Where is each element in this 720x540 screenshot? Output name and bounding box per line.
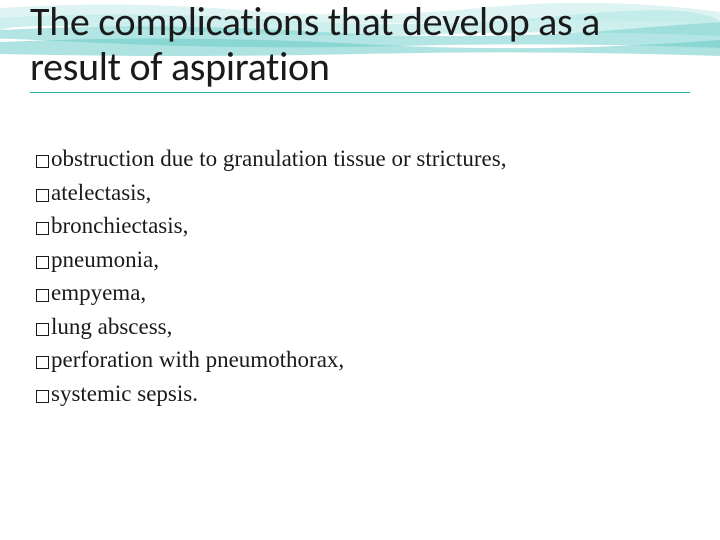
square-bullet-icon bbox=[36, 323, 49, 336]
list-item: obstruction due to granulation tissue or… bbox=[36, 142, 676, 176]
slide-title: The complications that develop as a resu… bbox=[30, 0, 690, 90]
list-item: empyema, bbox=[36, 276, 676, 310]
list-item: atelectasis, bbox=[36, 176, 676, 210]
list-item-text: bronchiectasis, bbox=[51, 209, 188, 243]
list-item: lung abscess, bbox=[36, 310, 676, 344]
square-bullet-icon bbox=[36, 155, 49, 168]
square-bullet-icon bbox=[36, 390, 49, 403]
list-item-text: empyema, bbox=[51, 276, 146, 310]
list-item: bronchiectasis, bbox=[36, 209, 676, 243]
list-item-text: lung abscess, bbox=[51, 310, 172, 344]
square-bullet-icon bbox=[36, 256, 49, 269]
list-item-text: obstruction due to granulation tissue or… bbox=[51, 142, 506, 176]
list-item: perforation with pneumothorax, bbox=[36, 343, 676, 377]
list-item-text: perforation with pneumothorax, bbox=[51, 343, 344, 377]
title-underline bbox=[30, 92, 690, 93]
list-item-text: atelectasis, bbox=[51, 176, 151, 210]
square-bullet-icon bbox=[36, 222, 49, 235]
list-item-text: systemic sepsis. bbox=[51, 377, 198, 411]
square-bullet-icon bbox=[36, 189, 49, 202]
list-item: systemic sepsis. bbox=[36, 377, 676, 411]
square-bullet-icon bbox=[36, 289, 49, 302]
list-item-text: pneumonia, bbox=[51, 243, 159, 277]
list-item: pneumonia, bbox=[36, 243, 676, 277]
square-bullet-icon bbox=[36, 356, 49, 369]
bullet-list: obstruction due to granulation tissue or… bbox=[36, 142, 676, 411]
slide-title-container: The complications that develop as a resu… bbox=[30, 0, 690, 90]
